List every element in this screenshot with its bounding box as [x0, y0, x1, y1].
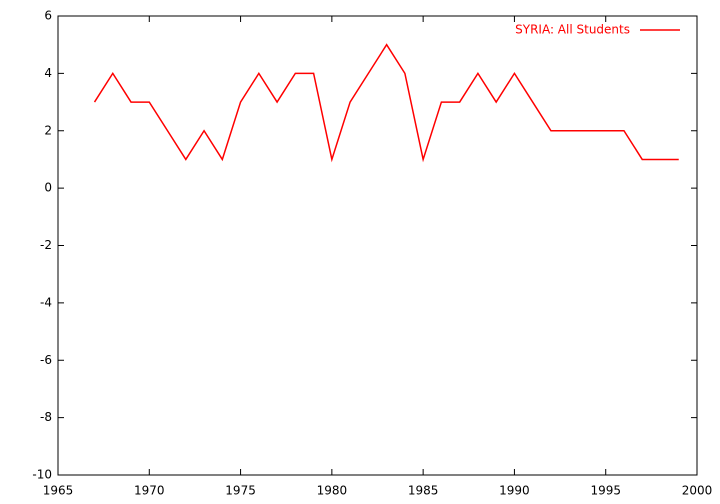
y-tick-label: -2 [40, 238, 52, 252]
y-tick-label: 6 [44, 9, 52, 23]
y-tick-label: 2 [44, 123, 52, 137]
x-tick-label: 1995 [590, 484, 621, 498]
data-line [93, 43, 679, 163]
y-tick-label: -6 [40, 353, 52, 367]
y-tick-label: 0 [44, 181, 52, 195]
y-tick-label: -8 [40, 410, 52, 424]
legend-label: SYRIA: All Students [515, 23, 630, 37]
x-tick-label: 1985 [408, 484, 439, 498]
y-tick-label: -10 [32, 468, 52, 482]
x-tick-label: 1990 [499, 484, 530, 498]
x-tick-label: 1980 [317, 484, 348, 498]
y-tick-label: 4 [44, 66, 52, 80]
x-tick-label: 1970 [134, 484, 165, 498]
x-tick-label: 1965 [43, 484, 74, 498]
y-tick-label: -4 [40, 295, 52, 309]
x-tick-label: 1975 [225, 484, 256, 498]
x-tick-label: 2000 [682, 484, 713, 498]
